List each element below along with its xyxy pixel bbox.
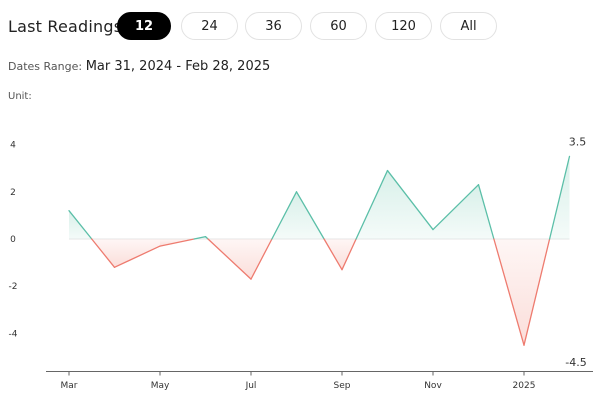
series-line-segment (523, 238, 551, 346)
series-line-segment (207, 238, 252, 280)
period-60-button[interactable]: 60 (310, 12, 367, 40)
dates-range-value: Mar 31, 2024 - Feb 28, 2025 (85, 59, 271, 74)
period-24-button[interactable]: 24 (181, 12, 238, 40)
series-line-segment (432, 184, 480, 231)
x-tick-label: Jul (245, 381, 257, 391)
unit-label: Unit: (8, 91, 32, 102)
y-tick-label: 0 (10, 235, 16, 245)
area-segment (114, 239, 160, 268)
series-line-segment (323, 238, 343, 271)
area-segment (387, 170, 433, 239)
series-line-segment (341, 238, 357, 271)
x-tick-label: Sep (334, 381, 351, 391)
series-line-segment (386, 169, 434, 231)
dates-range-label: Dates Range: (8, 60, 83, 73)
y-tick-label: 4 (10, 141, 16, 151)
max-value-label: 3.5 (569, 135, 587, 148)
series-line-segment (548, 155, 571, 240)
x-tick-label: Nov (424, 381, 442, 391)
area-segment (433, 184, 479, 239)
series-line-segment (193, 235, 207, 240)
x-tick-label: Mar (61, 381, 78, 391)
series-line-segment (91, 238, 116, 268)
series-line-segment (159, 238, 195, 247)
series-line-segment (250, 238, 273, 280)
last-readings-label: Last Readings: (8, 17, 128, 36)
y-tick-label: -2 (9, 282, 18, 292)
period-all-button[interactable]: All (440, 12, 497, 40)
y-tick-label: -4 (9, 329, 18, 339)
series-line-segment (113, 245, 161, 268)
series-line-segment (493, 238, 525, 346)
series-line-segment (68, 210, 93, 240)
x-tick-label: 2025 (513, 381, 536, 391)
readings-selector: Last Readings: 12 24 36 60 120 All (0, 12, 601, 42)
series-line-segment (271, 191, 298, 240)
period-120-button[interactable]: 120 (375, 12, 432, 40)
series-line-segment (355, 169, 389, 240)
period-12-button[interactable]: 12 (117, 12, 171, 40)
series-line-segment (295, 191, 325, 240)
y-tick-label: 2 (10, 188, 16, 198)
dates-range: Dates Range: Mar 31, 2024 - Feb 28, 2025 (8, 58, 270, 74)
period-36-button[interactable]: 36 (245, 12, 302, 40)
series-line-segment (477, 184, 495, 240)
min-value-label: -4.5 (565, 356, 586, 369)
x-tick-label: May (151, 381, 170, 391)
